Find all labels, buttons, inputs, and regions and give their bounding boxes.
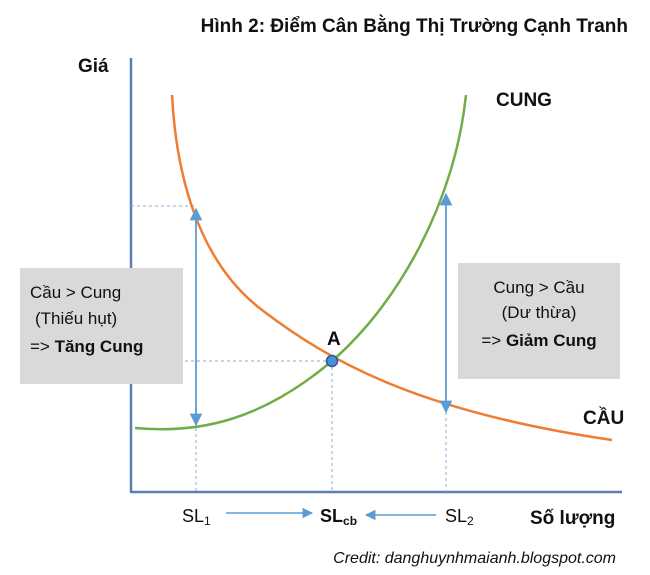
surplus-line2: (Dư thừa) <box>502 303 577 322</box>
surplus-line3: => Giảm Cung <box>481 331 596 350</box>
supply-curve <box>134 94 468 431</box>
tick-sl2: SL2 <box>445 506 474 528</box>
y-axis-label: Giá <box>78 56 109 77</box>
equilibrium-label: A <box>327 329 341 350</box>
credit-text: Credit: danghuynhmaianh.blogspot.com <box>333 550 616 567</box>
surplus-box: Cung > Cầu (Dư thừa) => Giảm Cung <box>458 263 620 379</box>
shortage-line2: (Thiếu hụt) <box>35 309 117 328</box>
diagram-title: Hình 2: Điểm Cân Bằng Thị Trường Cạnh Tr… <box>201 15 628 37</box>
shortage-line1: Cầu > Cung <box>30 283 121 302</box>
shortage-box: Cầu > Cung (Thiếu hụt) => Tăng Cung <box>20 268 183 384</box>
demand-curve <box>170 94 613 442</box>
equilibrium-point <box>325 354 339 368</box>
x-axis-label: Số lượng <box>530 508 615 529</box>
supply-label: CUNG <box>496 90 552 111</box>
shortage-line3: => Tăng Cung <box>30 337 143 356</box>
tick-slcb: SLcb <box>320 506 357 528</box>
demand-label: CẦU <box>583 407 624 429</box>
surplus-line1: Cung > Cầu <box>493 278 584 297</box>
tick-sl1: SL1 <box>182 506 211 528</box>
